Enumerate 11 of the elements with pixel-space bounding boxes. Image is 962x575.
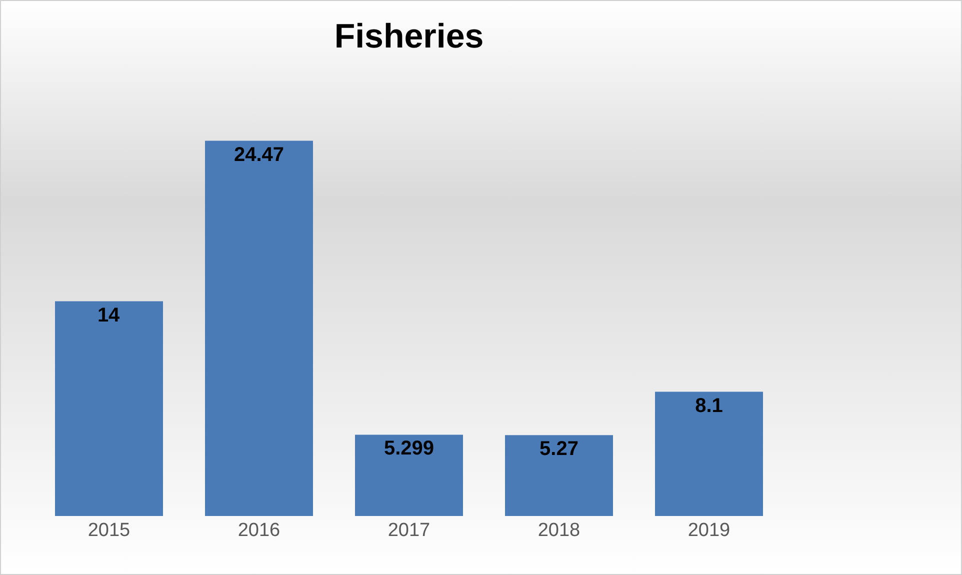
data-label: 5.27 (540, 438, 578, 460)
data-label: 24.47 (234, 144, 284, 166)
x-tick-label: 2015 (88, 520, 130, 541)
x-tick-label: 2019 (688, 520, 730, 541)
data-label: 5.299 (384, 438, 434, 460)
data-label: 14 (97, 304, 121, 326)
x-tick-label: 2016 (238, 520, 280, 541)
x-tick-label: 2017 (388, 520, 430, 541)
chart-title: Fisheries (334, 18, 484, 56)
data-label: 8.1 (695, 394, 723, 417)
x-tick-label: 2018 (538, 520, 580, 541)
